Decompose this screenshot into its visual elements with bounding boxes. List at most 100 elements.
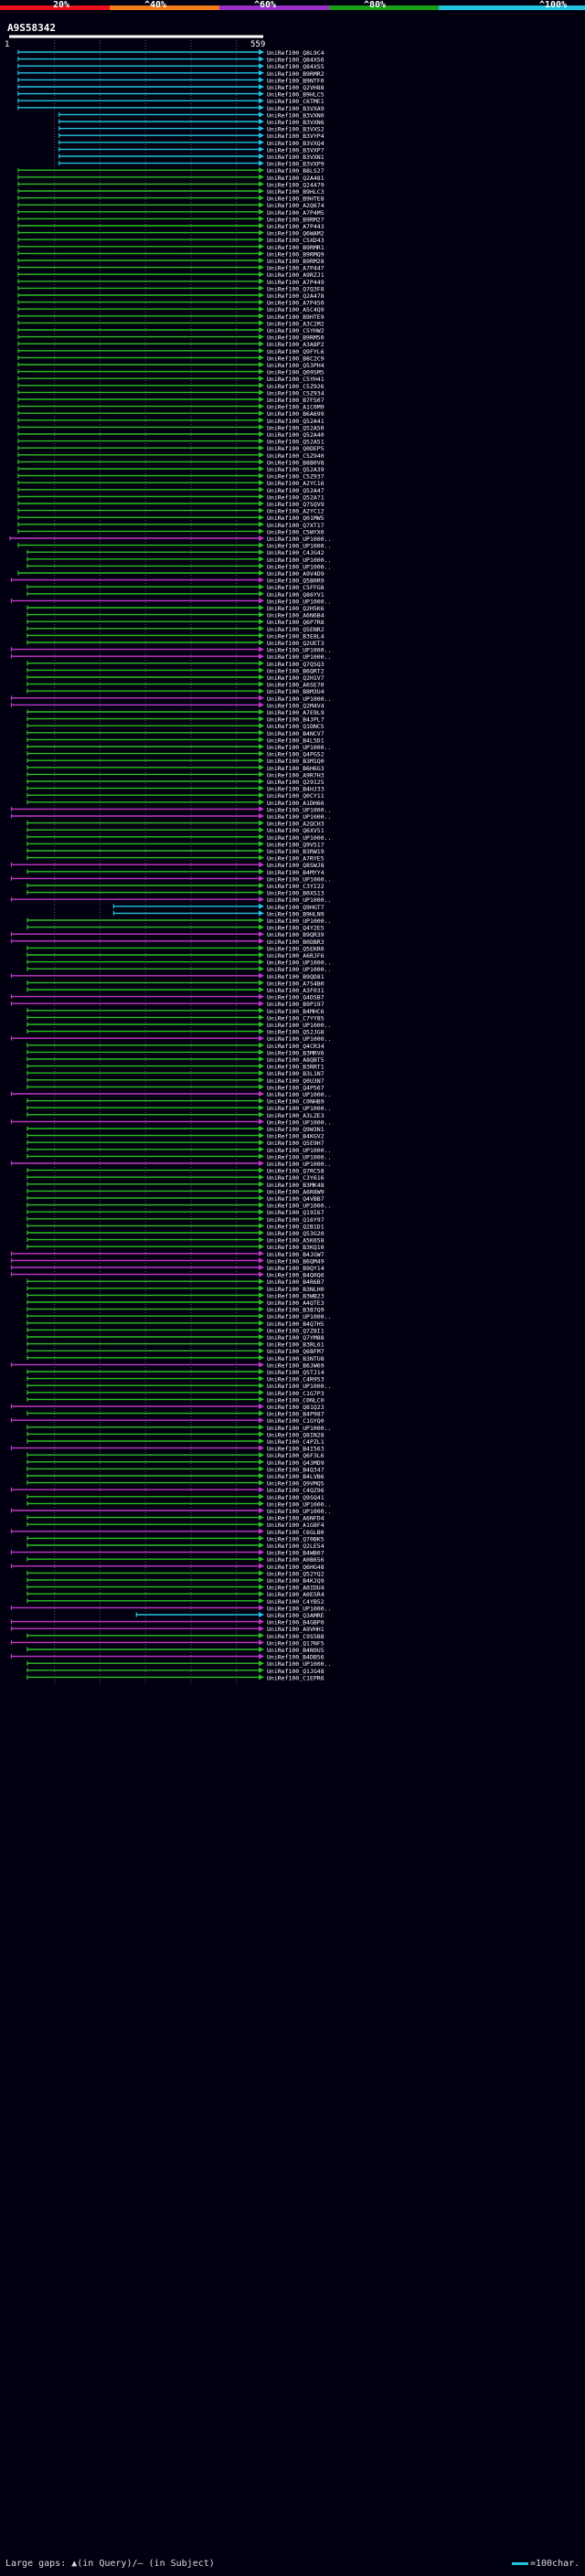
hit-arrow [259, 841, 264, 847]
hit-label: UniRef100_A2QCH3 [267, 821, 324, 828]
hit-label: UniRef100_Q7RC58 [267, 1168, 324, 1175]
footer-legend-text: Large gaps: ▲(in Query)/– (in Subject) [5, 2559, 215, 2569]
hit-arrow [259, 1618, 264, 1625]
hit-label: UniRef100_A6RJF6 [267, 952, 324, 959]
hit-label: UniRef100_UP1000.. [267, 647, 331, 654]
hit-arrow [259, 376, 264, 382]
hit-arrow [259, 514, 264, 521]
hit-label: UniRef100_A6NFD4 [267, 1515, 324, 1522]
hit-label: UniRef100_C1EPR6 [267, 1674, 324, 1681]
hit-label: UniRef100_B3VXN1 [267, 154, 324, 161]
hit-label: UniRef100_C5Z926 [267, 383, 324, 390]
hit-arrow [259, 1209, 264, 1215]
hit-arrow [259, 1230, 264, 1235]
hit-label: UniRef100_Q6F3L6 [267, 1452, 324, 1459]
hit-label: UniRef100_C5FFG8 [267, 584, 324, 591]
hit-label: UniRef100_Q8L9C4 [267, 49, 324, 57]
hit-arrow [259, 1639, 264, 1646]
hit-arrow [259, 528, 264, 535]
hit-arrow [259, 924, 264, 930]
hit-label: UniRef100_B6QM49 [267, 1257, 324, 1265]
hit-label: UniRef100_B4GBP0 [267, 1619, 324, 1627]
hit-label: UniRef100_Q7Q5Q3 [267, 661, 324, 668]
hit-arrow [259, 640, 264, 645]
hit-label: UniRef100_Q9W3N1 [267, 1126, 324, 1133]
hit-arrow [259, 611, 264, 618]
hit-arrow [259, 619, 264, 625]
hit-label: UniRef100_Q2H1V7 [267, 674, 324, 682]
hit-arrow [259, 1313, 264, 1320]
hit-arrow [259, 681, 264, 687]
scale-bar-svg [0, 5, 585, 10]
hit-arrow [259, 521, 264, 527]
hit-arrow [259, 1334, 264, 1340]
hit-arrow [259, 1035, 264, 1042]
hit-label: UniRef100_UP1000.. [267, 1035, 331, 1043]
hit-label: UniRef100_B4Q347 [267, 1466, 324, 1473]
hit-arrow [259, 139, 264, 145]
hit-arrow [259, 1632, 264, 1638]
hit-label: UniRef100_B9P197 [267, 1001, 324, 1008]
hit-arrow [259, 1327, 264, 1333]
hit-arrow [259, 1292, 264, 1299]
hit-arrow [259, 1626, 264, 1632]
hit-arrow [259, 459, 264, 465]
hit-arrow [259, 1542, 264, 1548]
hit-arrow [259, 862, 264, 868]
hit-arrow [259, 820, 264, 826]
hit-label: UniRef100_B3VYP4 [267, 133, 324, 140]
scale-segment-4 [329, 5, 439, 10]
hit-label: UniRef100_B7FS07 [267, 397, 324, 404]
axis-start-label: 1 [5, 40, 9, 49]
identity-scale-bar: 20% ^40% ^60% ^80% ^100% [0, 0, 585, 18]
hit-label: UniRef100_B9RMR2 [267, 70, 324, 78]
hit-arrow [259, 1556, 264, 1563]
hit-arrow [259, 1577, 264, 1583]
hit-label: UniRef100_B3VXQ4 [267, 140, 324, 147]
hit-arrow [259, 1452, 264, 1458]
hit-label: UniRef100_UP1000.. [267, 1147, 331, 1154]
hit-label: UniRef100_B3B7Q9 [267, 1307, 324, 1314]
hit-arrow [259, 424, 264, 430]
hit-arrow [259, 445, 264, 451]
hit-arrow [259, 729, 264, 736]
scale-segment-3 [219, 5, 329, 10]
hit-label: UniRef100_Q0DEP5 [267, 445, 324, 452]
hit-arrow [259, 1549, 264, 1555]
hit-label: UniRef100_Q2A481 [267, 175, 324, 182]
hit-arrow [259, 868, 264, 875]
hit-arrow [259, 1667, 264, 1673]
hit-label: UniRef100_Q2UET3 [267, 640, 324, 647]
hit-arrow [259, 278, 264, 284]
hit-arrow [259, 1070, 264, 1076]
hit-label: UniRef100_B3NTU8 [267, 1355, 324, 1362]
hit-arrow [259, 1521, 264, 1528]
hit-arrow [259, 972, 264, 979]
hit-arrow [259, 195, 264, 201]
hit-arrow [259, 542, 264, 548]
hit-label: UniRef100_Q52A?1 [267, 493, 324, 501]
hit-label: UniRef100_Q5ENR2 [267, 626, 324, 633]
hit-label: UniRef100_B9RM28 [267, 258, 324, 265]
hit-label: UniRef100_A9RZJ1 [267, 271, 324, 279]
hit-label: UniRef100_Q7Z8I1 [267, 1327, 324, 1334]
hit-arrow [259, 959, 264, 965]
hit-arrow [259, 716, 264, 722]
hit-label: UniRef100_A7S4B0 [267, 980, 324, 987]
hit-label: UniRef100_B9HTE9 [267, 313, 324, 321]
hit-arrow [259, 1299, 264, 1305]
hit-arrow [259, 577, 264, 583]
hit-label: UniRef100_UP1000.. [267, 1313, 331, 1320]
hit-arrow [259, 1306, 264, 1312]
hit-arrow [259, 896, 264, 903]
hit-label: UniRef100_B4WB07 [267, 1550, 324, 1557]
hit-arrow [259, 694, 264, 701]
hit-arrow [259, 208, 264, 215]
hit-arrow [259, 1042, 264, 1048]
hit-label: UniRef100_Q4VBB7 [267, 1195, 324, 1203]
hit-arrow [259, 1417, 264, 1424]
hit-arrow [259, 1084, 264, 1090]
hit-arrow [259, 1271, 264, 1277]
hit-arrow [259, 119, 264, 124]
hit-arrow [259, 133, 264, 139]
